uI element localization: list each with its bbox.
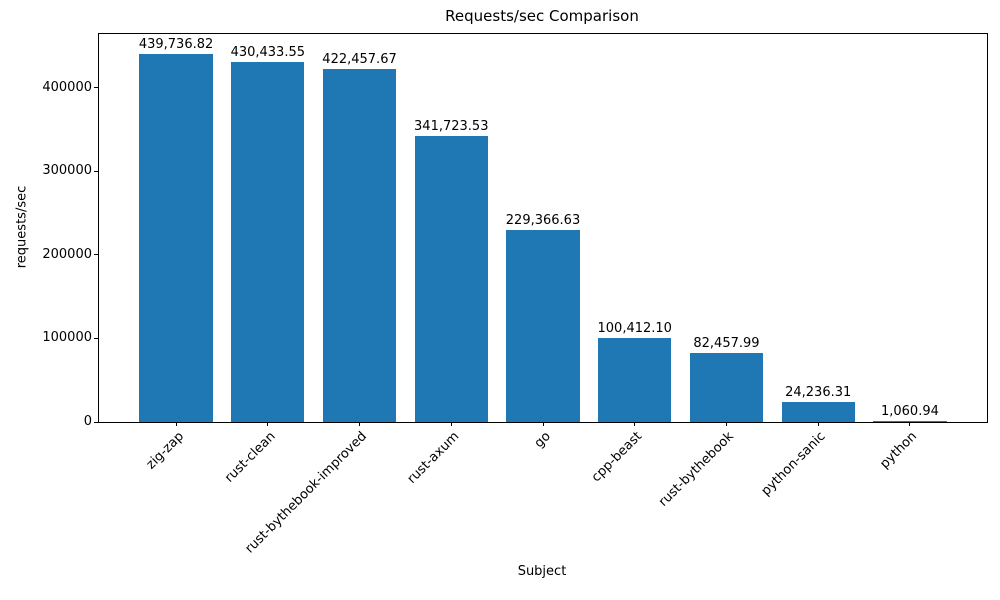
bar-value-label: 422,457.67	[322, 51, 397, 67]
x-tick-mark	[634, 422, 636, 426]
plot-area: 0 100000 200000 300000 400000 439,736.82 zig-z…	[42, 33, 988, 556]
bar	[139, 54, 213, 422]
x-tick-mark	[909, 422, 911, 426]
x-tick-mark	[725, 422, 727, 426]
bar-value-label: 439,736.82	[138, 37, 214, 53]
y-tick-label: 100000	[42, 330, 92, 346]
y-tick-mark	[94, 87, 98, 89]
bar-value-label: 24,236.31	[785, 384, 852, 400]
y-tick-label: 0	[83, 414, 92, 429]
bar	[781, 401, 855, 422]
bar-value-label: 1,060.94	[880, 403, 939, 419]
bar	[414, 136, 488, 422]
x-tick-mark	[542, 422, 544, 426]
bar-value-label: 100,412.10	[597, 321, 672, 337]
bar	[506, 230, 580, 422]
x-tick-mark	[359, 422, 361, 426]
y-tick-mark	[94, 421, 98, 423]
bar	[231, 62, 305, 422]
x-tick-mark	[817, 422, 819, 426]
bar	[322, 68, 397, 422]
bar	[689, 353, 764, 422]
x-tick-mark	[450, 422, 452, 426]
bar-value-label: 229,366.63	[505, 213, 581, 229]
bar-value-label: 341,723.53	[414, 119, 489, 135]
bar-value-label: 430,433.55	[230, 45, 305, 61]
y-tick-label: 300000	[42, 163, 92, 179]
x-tick-mark	[175, 422, 177, 426]
y-tick-label: 400000	[42, 79, 92, 95]
y-tick-mark	[94, 254, 98, 256]
y-tick-mark	[94, 170, 98, 172]
bar	[873, 420, 947, 422]
y-tick-mark	[94, 337, 98, 339]
bar	[598, 338, 672, 422]
bar-value-label: 82,457.99	[693, 336, 760, 352]
x-axis-label: Subject	[517, 564, 567, 579]
chart-title: Requests/sec Comparison	[445, 7, 639, 25]
y-tick-label: 200000	[42, 246, 92, 262]
x-tick-mark	[267, 422, 269, 426]
